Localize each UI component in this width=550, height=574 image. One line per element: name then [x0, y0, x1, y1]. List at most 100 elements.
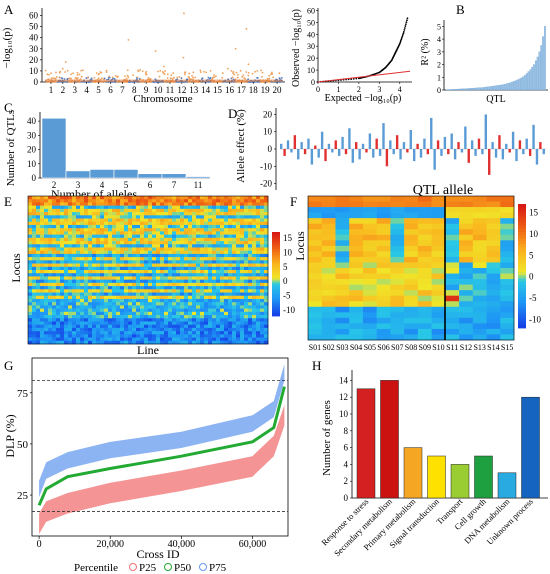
- heatmap-e-cell: [40, 250, 45, 255]
- heatmap-e-cell: [188, 263, 193, 268]
- heatmap-e-cell: [140, 295, 145, 300]
- manhattan-point: [173, 76, 175, 79]
- heatmap-e-cell: [148, 340, 153, 345]
- heatmap-e-cell: [244, 231, 249, 235]
- allele-count-bar: [89, 169, 115, 179]
- heatmap-e-cell: [124, 215, 129, 219]
- heatmap-e-cell: [32, 212, 37, 216]
- heatmap-e-cell: [88, 202, 93, 206]
- heatmap-e-cell: [96, 289, 101, 293]
- heatmap-e-cell: [120, 208, 125, 213]
- heatmap-e-cell: [204, 218, 209, 223]
- heatmap-e-cell: [124, 260, 129, 264]
- heatmap-e-cell: [208, 292, 213, 297]
- allele-count-bar: [137, 173, 163, 179]
- heatmap-e-cell: [76, 305, 81, 309]
- manhattan-point: [147, 76, 150, 79]
- heatmap-e-cell: [188, 276, 193, 280]
- x-tick-label: 1: [49, 85, 54, 95]
- heatmap-e-cell: [200, 199, 205, 203]
- heatmap-e-cell: [132, 334, 137, 338]
- allele-effect-bar: [290, 149, 293, 153]
- heatmap-e-cell: [40, 205, 45, 210]
- y-tick-label: 10: [29, 66, 39, 76]
- heatmap-f-cell: [500, 201, 515, 208]
- heatmap-e-cell: [84, 327, 89, 332]
- heatmap-e-cell: [212, 247, 217, 251]
- heatmap-f-cell: [472, 251, 487, 258]
- manhattan-point: [126, 69, 129, 72]
- heatmap-f-cell: [500, 306, 515, 313]
- heatmap-e-cell: [212, 298, 217, 303]
- heatmap-e-cell: [148, 241, 153, 245]
- heatmap-e-cell: [124, 231, 129, 235]
- heatmap-e-cell: [88, 331, 93, 335]
- heatmap-e-cell: [100, 292, 105, 297]
- manhattan-peak-point: [227, 67, 229, 70]
- colorbar-tick-label: 5: [283, 262, 288, 272]
- heatmap-e-cell: [160, 321, 165, 325]
- heatmap-e-cell: [60, 199, 65, 203]
- heatmap-e-cell: [204, 250, 209, 255]
- heatmap-e-cell: [172, 324, 177, 329]
- heatmap-e-cell: [260, 224, 265, 229]
- heatmap-e-cell: [240, 286, 245, 290]
- heatmap-e-cell: [80, 289, 85, 293]
- heatmap-e-cell: [72, 250, 77, 255]
- heatmap-e-cell: [52, 298, 57, 303]
- heatmap-e-cell: [48, 327, 53, 332]
- allele-effect-bar: [385, 149, 389, 167]
- heatmap-e-cell: [168, 199, 173, 203]
- heatmap-e-cell: [96, 218, 101, 223]
- heatmap-e-cell: [144, 337, 149, 342]
- heatmap-e-cell: [52, 263, 57, 268]
- heatmap-e-cell: [32, 298, 37, 303]
- heatmap-e-cell: [188, 260, 193, 264]
- heatmap-e-cell: [252, 231, 257, 235]
- heatmap-f-cell: [500, 323, 515, 330]
- heatmap-e-cell: [56, 244, 61, 248]
- manhattan-point: [187, 75, 190, 78]
- heatmap-e-cell: [232, 340, 237, 345]
- heatmap-e-cell: [120, 337, 125, 342]
- heatmap-f-cell: [362, 268, 377, 274]
- heatmap-e-cell: [264, 289, 269, 293]
- heatmap-f-cell: [404, 301, 419, 308]
- heatmap-e-cell: [228, 282, 233, 287]
- heatmap-e-cell: [112, 305, 117, 309]
- manhattan-point: [169, 77, 172, 80]
- heatmap-e-cell: [124, 311, 129, 316]
- heatmap-e-cell: [244, 228, 249, 232]
- manhattan-peak-point: [234, 47, 237, 50]
- allele-effect-bar: [334, 140, 337, 149]
- heatmap-e-cell: [200, 205, 205, 210]
- heatmap-e-cell: [192, 231, 197, 235]
- manhattan-point: [241, 76, 244, 78]
- heatmap-e-cell: [44, 231, 49, 235]
- heatmap-e-cell: [224, 228, 229, 232]
- heatmap-f-cell: [335, 301, 350, 308]
- heatmap-e-cell: [140, 289, 145, 293]
- heatmap-e-cell: [132, 260, 137, 264]
- heatmap-e-cell: [232, 266, 237, 271]
- heatmap-e-cell: [108, 237, 113, 242]
- manhattan-points: [44, 12, 284, 83]
- heatmap-e-cell: [168, 331, 173, 335]
- heatmap-e-cell: [248, 231, 253, 235]
- heatmap-e-cell: [72, 334, 77, 338]
- heatmap-e-cell: [228, 315, 233, 319]
- heatmap-e-cell: [152, 228, 157, 232]
- heatmap-e-cell: [176, 208, 181, 213]
- heatmap-e-cell: [260, 257, 265, 261]
- heatmap-e-cell: [84, 266, 89, 271]
- colorbar-segment: [518, 241, 526, 245]
- heatmap-e-cell: [44, 241, 49, 245]
- heatmap-e-cell: [224, 279, 229, 284]
- x-tick-label: 19: [261, 85, 271, 95]
- heatmap-e-cell: [124, 331, 129, 335]
- heatmap-e-cell: [144, 308, 149, 313]
- heatmap-e-cell: [216, 260, 221, 264]
- heatmap-e-cell: [124, 199, 129, 203]
- heatmap-e-cell: [40, 292, 45, 297]
